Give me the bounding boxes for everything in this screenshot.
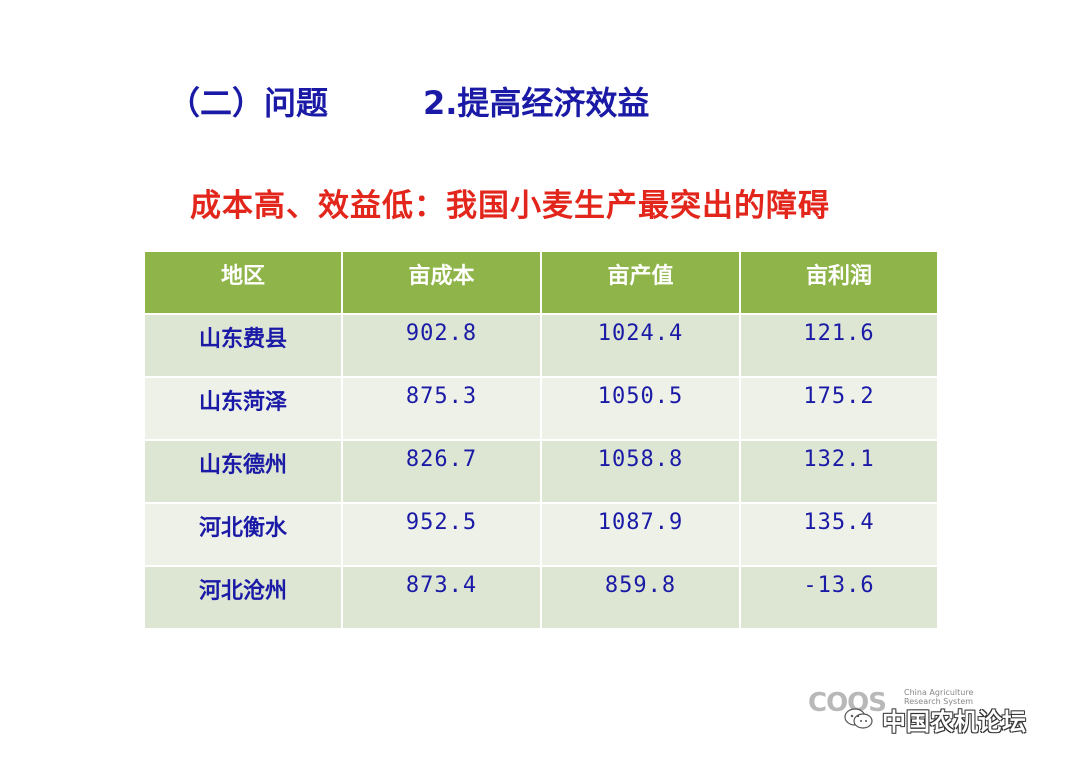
- region-cell: 河北沧州: [143, 565, 343, 630]
- slide-subtitle: 成本高、效益低：我国小麦生产最突出的障碍: [190, 188, 830, 224]
- point-label: 2.提高经济效益: [423, 84, 650, 122]
- region-cell: 河北衡水: [143, 502, 343, 567]
- table-row: 河北沧州 873.4 859.8 -13.6: [143, 565, 939, 630]
- table-header-row: 地区 亩成本 亩产值 亩利润: [143, 250, 939, 315]
- watermark-name: 中国农机论坛: [882, 708, 1026, 736]
- profit-cell: 132.1: [739, 439, 939, 504]
- table-row: 山东德州 826.7 1058.8 132.1: [143, 439, 939, 504]
- cost-cell: 826.7: [341, 439, 542, 504]
- cost-cell: 902.8: [341, 313, 542, 378]
- section-label: （二）问题: [168, 84, 329, 122]
- cost-cell: 875.3: [341, 376, 542, 441]
- region-cell: 山东费县: [143, 313, 343, 378]
- cost-cell: 952.5: [341, 502, 542, 567]
- output-value-cell: 859.8: [540, 565, 741, 630]
- header-profit: 亩利润: [739, 250, 939, 315]
- wechat-icon: [844, 708, 873, 729]
- region-cell: 山东德州: [143, 439, 343, 504]
- profit-cell: 135.4: [739, 502, 939, 567]
- slide-heading: （二）问题 2.提高经济效益: [168, 78, 649, 124]
- profit-cell: 175.2: [739, 376, 939, 441]
- output-value-cell: 1087.9: [540, 502, 741, 567]
- output-value-cell: 1024.4: [540, 313, 741, 378]
- table-row: 山东菏泽 875.3 1050.5 175.2: [143, 376, 939, 441]
- header-cost: 亩成本: [341, 250, 542, 315]
- watermark-english: China Agriculture Research System: [904, 688, 974, 706]
- profit-cell: 121.6: [739, 313, 939, 378]
- profit-cell: -13.6: [739, 565, 939, 630]
- cost-cell: 873.4: [341, 565, 542, 630]
- watermark: COOS China Agriculture Research System 中…: [808, 686, 1058, 736]
- table-row: 山东费县 902.8 1024.4 121.6: [143, 313, 939, 378]
- table-row: 河北衡水 952.5 1087.9 135.4: [143, 502, 939, 567]
- region-cell: 山东菏泽: [143, 376, 343, 441]
- header-region: 地区: [143, 250, 343, 315]
- output-value-cell: 1050.5: [540, 376, 741, 441]
- output-value-cell: 1058.8: [540, 439, 741, 504]
- header-output-value: 亩产值: [540, 250, 741, 315]
- cost-benefit-table: 地区 亩成本 亩产值 亩利润 山东费县 902.8 1024.4 121.6 山…: [143, 250, 939, 630]
